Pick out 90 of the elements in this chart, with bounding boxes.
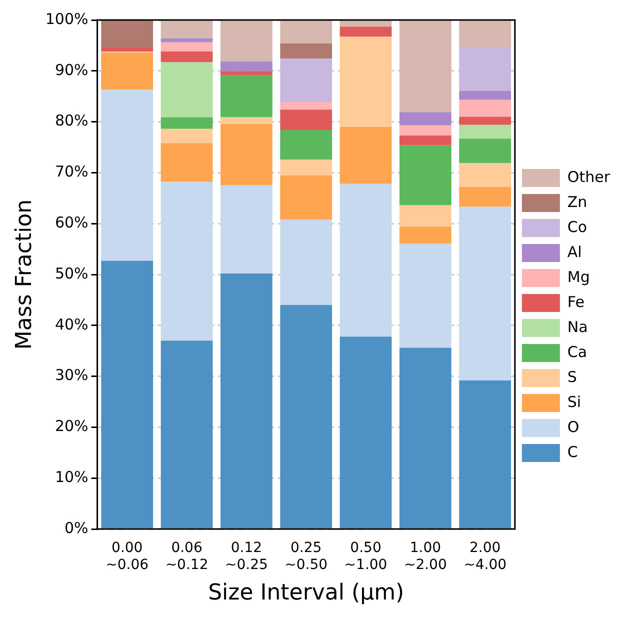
bar bbox=[459, 186, 512, 207]
legend-label: S bbox=[567, 368, 577, 386]
y-tick-label: 10% bbox=[54, 468, 88, 486]
bar bbox=[280, 58, 332, 102]
bar bbox=[280, 175, 332, 220]
bar bbox=[101, 260, 154, 528]
bar bbox=[160, 42, 213, 52]
x-tick-label: 0.06 ~0.12 bbox=[165, 540, 208, 573]
bar bbox=[220, 273, 272, 528]
y-tick-label: 90% bbox=[54, 60, 88, 79]
bar bbox=[280, 110, 332, 130]
y-tick-label: 60% bbox=[54, 213, 88, 232]
bar bbox=[340, 126, 392, 184]
bar bbox=[459, 138, 512, 164]
x-tick-label: 0.00 ~0.06 bbox=[106, 540, 149, 573]
bar bbox=[280, 159, 332, 176]
bar bbox=[399, 348, 452, 528]
bar bbox=[280, 102, 332, 110]
y-tick-label: 70% bbox=[54, 162, 88, 181]
x-tick-label: 0.50 ~1.00 bbox=[344, 540, 388, 573]
bar bbox=[160, 117, 213, 129]
bar bbox=[160, 128, 213, 144]
bar bbox=[459, 163, 512, 187]
bar bbox=[399, 205, 452, 227]
bar bbox=[220, 117, 272, 124]
bar bbox=[220, 71, 272, 75]
bar bbox=[459, 116, 512, 125]
bar bbox=[459, 47, 512, 91]
bar bbox=[220, 20, 272, 62]
bar bbox=[160, 20, 213, 38]
bar bbox=[101, 20, 154, 48]
x-tick-label: 0.12 ~0.25 bbox=[224, 540, 268, 573]
bar bbox=[340, 36, 392, 127]
bar bbox=[280, 305, 332, 528]
bar bbox=[220, 124, 272, 186]
bar bbox=[101, 52, 154, 90]
x-axis-title: Size Interval (μm) bbox=[208, 580, 404, 606]
bar bbox=[160, 143, 213, 182]
x-tick-label: 0.25 ~0.50 bbox=[284, 540, 328, 573]
bar bbox=[280, 20, 332, 44]
bar bbox=[399, 243, 452, 348]
y-tick-label: 100% bbox=[45, 10, 88, 28]
x-tick-label: 1.00 ~2.00 bbox=[404, 540, 447, 573]
bar bbox=[101, 90, 154, 261]
legend-label: Mg bbox=[567, 268, 590, 286]
bar bbox=[399, 20, 452, 112]
y-tick-label: 80% bbox=[54, 112, 88, 130]
bar bbox=[101, 47, 154, 52]
bar bbox=[399, 226, 452, 244]
bar bbox=[280, 220, 332, 306]
y-tick-label: 20% bbox=[54, 417, 88, 436]
bar bbox=[459, 380, 512, 528]
y-tick-label: 30% bbox=[54, 366, 88, 384]
legend-label: Na bbox=[567, 318, 588, 336]
bar bbox=[160, 62, 213, 118]
bar bbox=[160, 38, 213, 42]
bar bbox=[399, 145, 452, 206]
bar bbox=[399, 125, 452, 136]
legend-label: Ca bbox=[567, 342, 588, 361]
bar bbox=[280, 130, 332, 160]
legend-label: Fe bbox=[567, 292, 584, 311]
legend-label: Zn bbox=[567, 192, 588, 211]
y-tick-label: 40% bbox=[54, 315, 88, 334]
legend-label: Co bbox=[567, 218, 588, 236]
bar bbox=[220, 61, 272, 72]
legend-label: Other bbox=[567, 168, 611, 186]
bar bbox=[340, 336, 392, 528]
x-tick-label: 2.00 ~4.00 bbox=[464, 540, 507, 573]
bar bbox=[340, 26, 392, 37]
bar bbox=[459, 100, 512, 117]
legend-label: C bbox=[567, 442, 578, 461]
bar bbox=[459, 206, 512, 380]
y-tick-label: 50% bbox=[54, 264, 88, 282]
bar bbox=[459, 90, 512, 100]
bar bbox=[220, 185, 272, 274]
y-tick-label: 0% bbox=[64, 518, 88, 537]
bar bbox=[459, 124, 512, 139]
legend-label: Al bbox=[567, 242, 582, 261]
bar bbox=[340, 184, 392, 337]
bar bbox=[459, 20, 512, 48]
bar bbox=[160, 182, 213, 341]
bar bbox=[399, 112, 452, 126]
bar bbox=[280, 43, 332, 59]
legend-label: O bbox=[567, 418, 580, 436]
bar bbox=[160, 52, 213, 62]
bar bbox=[220, 74, 272, 118]
bar bbox=[160, 340, 213, 528]
legend-label: Si bbox=[567, 392, 582, 411]
bar bbox=[399, 136, 452, 146]
y-axis-title: Mass Fraction bbox=[12, 199, 37, 350]
